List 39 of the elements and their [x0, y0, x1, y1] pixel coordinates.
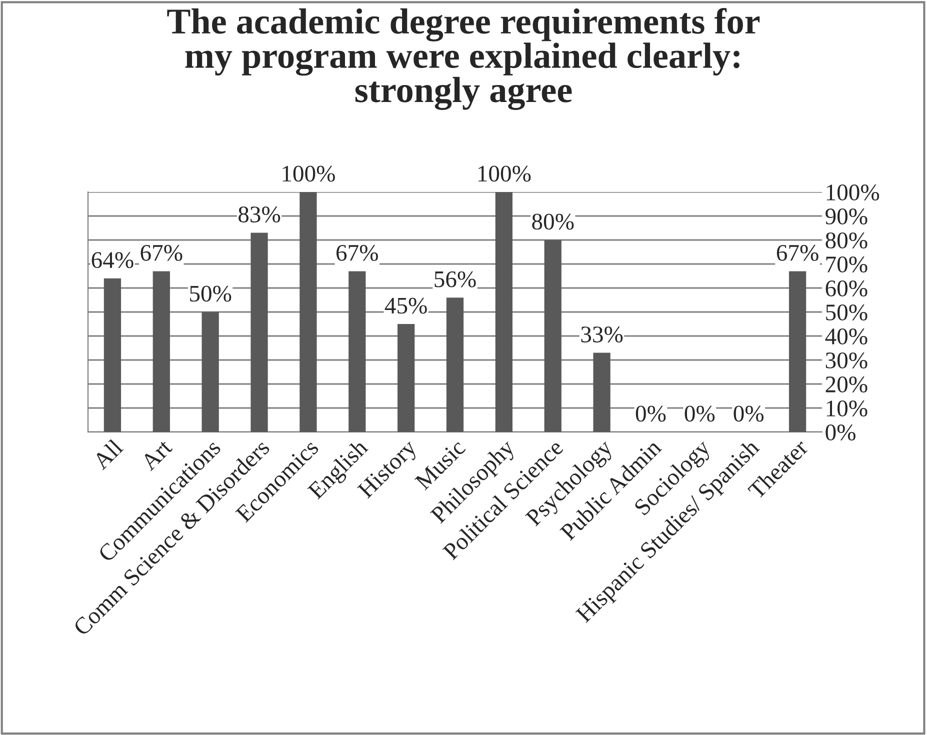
data-label: 45%: [384, 298, 427, 314]
data-label: 33%: [581, 326, 623, 343]
bar: [104, 278, 122, 432]
bar: [788, 271, 806, 432]
bar: [152, 271, 170, 432]
data-label: 67%: [776, 244, 818, 261]
bar: [495, 192, 512, 432]
bar: [348, 271, 366, 432]
y-tick-label: 10%: [826, 400, 868, 416]
bar: [593, 352, 610, 432]
bar: [446, 298, 464, 432]
chart-title: The academic degree requirements for my program were explained clearly: strongly agree: [167, 8, 760, 110]
y-tick-label: 0%: [826, 424, 856, 440]
data-label: 64%: [92, 252, 134, 268]
data-label: 80%: [532, 214, 574, 230]
y-tick-label: 70%: [826, 256, 868, 272]
data-label: 100%: [478, 166, 531, 182]
y-tick-label: 60%: [826, 280, 868, 296]
bar: [398, 324, 415, 432]
data-label: 83%: [238, 206, 280, 223]
bar: [250, 232, 268, 432]
bar: [202, 312, 219, 432]
y-tick-label: 80%: [826, 232, 868, 248]
data-label: 0%: [684, 406, 715, 422]
y-tick-label: 50%: [826, 304, 868, 320]
bar: [544, 240, 562, 432]
data-label: 67%: [140, 244, 182, 261]
y-tick-label: 40%: [825, 328, 868, 344]
y-tick-label: 90%: [826, 208, 868, 224]
data-label: 67%: [336, 244, 378, 261]
y-tick-label: 100%: [826, 184, 880, 200]
y-tick-label: 30%: [826, 352, 868, 368]
data-label: 50%: [190, 286, 232, 302]
data-label: 100%: [282, 166, 335, 182]
bar: [300, 192, 317, 432]
data-label: 0%: [734, 406, 764, 422]
data-label: 56%: [434, 271, 476, 288]
data-label: 0%: [636, 406, 666, 422]
y-tick-label: 20%: [826, 376, 868, 392]
